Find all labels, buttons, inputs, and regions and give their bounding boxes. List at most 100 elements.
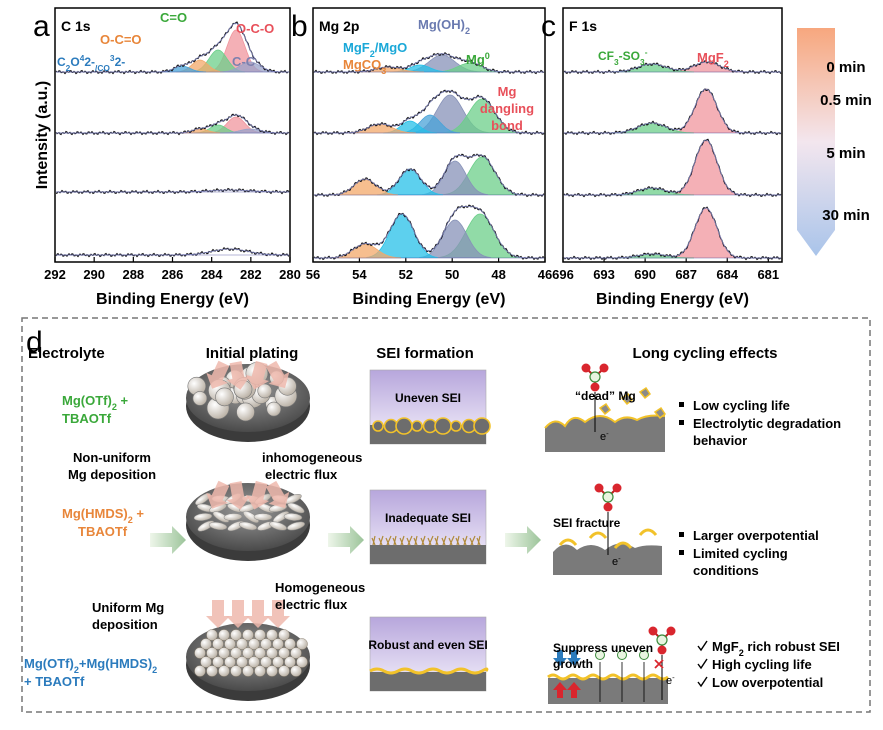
peak-label: Mg(OH)2 xyxy=(418,17,470,36)
peak-label: Mg xyxy=(498,84,517,99)
fit-component xyxy=(672,207,740,258)
column-header: SEI formation xyxy=(376,345,474,362)
deposit xyxy=(236,656,248,668)
x-tick-label: 693 xyxy=(593,267,615,282)
peak-label: C=O xyxy=(160,10,187,25)
panel-letter: b xyxy=(291,10,308,43)
sei-bump xyxy=(372,420,384,432)
deposit xyxy=(230,629,242,641)
text-part: MgF xyxy=(343,40,370,55)
deposit xyxy=(278,647,290,659)
flux-arrow xyxy=(206,600,230,628)
sei-layer xyxy=(544,414,666,429)
deposit xyxy=(236,638,248,650)
annotation: inhomogeneous xyxy=(262,450,362,465)
text-part: 3 xyxy=(110,53,115,63)
deposit xyxy=(254,647,266,659)
text-part: Mg(OH) xyxy=(418,17,465,32)
text-part: CF xyxy=(598,49,614,63)
text-part: - xyxy=(618,554,621,563)
flux-arrow xyxy=(265,480,290,509)
effect-text: Low cycling life xyxy=(693,398,790,413)
deposit xyxy=(208,522,228,530)
text-part: O xyxy=(70,55,79,69)
text-part: 3 xyxy=(640,57,645,67)
molecule-atom xyxy=(590,382,600,392)
flux-arrow xyxy=(266,600,290,628)
molecule-atom xyxy=(581,363,591,373)
flux-arrow xyxy=(206,480,230,509)
x-tick-label: 290 xyxy=(83,267,105,282)
fit-component xyxy=(672,88,740,133)
flux-arrow xyxy=(245,480,270,510)
electron-label: e- xyxy=(600,429,609,444)
deposit xyxy=(248,638,260,650)
x-tick-label: 48 xyxy=(491,267,505,282)
sei-label: Uneven SEI xyxy=(395,391,461,405)
annotation: “dead” Mg xyxy=(575,389,636,403)
deposit xyxy=(272,638,284,650)
flux-arrow xyxy=(206,360,230,389)
effect-text: Low overpotential xyxy=(712,675,823,690)
sei-fragment xyxy=(588,531,608,539)
x-tick-label: 696 xyxy=(552,267,574,282)
deposit xyxy=(218,647,230,659)
substrate xyxy=(548,678,668,704)
fit-component xyxy=(672,139,740,195)
peak-label: bond xyxy=(491,118,523,133)
text-part: Mg(HMDS) xyxy=(62,506,128,521)
molecule-atom xyxy=(666,626,676,636)
peak-label: Mg0 xyxy=(466,51,490,67)
pressure-arrow xyxy=(553,650,567,666)
x-tick-label: 46 xyxy=(538,267,552,282)
sei-grass xyxy=(399,535,405,546)
dead-mg xyxy=(638,386,652,400)
time-arrow xyxy=(797,28,835,256)
effect-text: Larger overpotential xyxy=(693,528,819,543)
flow-arrow xyxy=(328,526,364,554)
flux-arrow xyxy=(226,600,250,628)
sei-label: Robust and even SEI xyxy=(368,638,487,652)
panel-letter: d xyxy=(26,326,43,359)
sei-grass xyxy=(413,535,418,546)
annotation: Mg deposition xyxy=(68,467,156,482)
text-part: MgF xyxy=(712,639,739,654)
panel-letter: a xyxy=(33,10,50,43)
fit-component xyxy=(421,160,489,195)
x-tick-label: 292 xyxy=(44,267,66,282)
molecule-atom xyxy=(594,483,604,493)
text-part: 2 xyxy=(152,665,157,675)
deposit xyxy=(215,387,234,407)
deposit xyxy=(266,665,278,677)
peak-label: MgCO3 xyxy=(343,57,386,76)
panel-frame xyxy=(21,317,871,713)
x-tick-label: 56 xyxy=(306,267,320,282)
text-part: 2 xyxy=(74,665,79,675)
text-part: Mg(OTf) xyxy=(62,393,112,408)
x-tick-label: 50 xyxy=(445,267,459,282)
panel-title: C 1s xyxy=(61,18,91,34)
text-part: /MgO xyxy=(375,40,408,55)
sei-grass xyxy=(406,535,413,546)
molecule-atom xyxy=(657,645,667,655)
deposit xyxy=(296,656,308,668)
deposit xyxy=(206,647,218,659)
peak-label: C-C xyxy=(232,54,256,69)
envelope xyxy=(564,207,781,259)
spectrum xyxy=(563,88,782,136)
molecule-center xyxy=(602,491,614,503)
text-part: MgF xyxy=(697,50,724,65)
spectrum xyxy=(563,138,782,198)
deposit xyxy=(272,656,284,668)
column-header: Long cycling effects xyxy=(632,345,777,362)
x-tick-label: 288 xyxy=(122,267,144,282)
sei-bump xyxy=(395,417,413,435)
annotation: Suppress uneven xyxy=(553,641,653,655)
deposit xyxy=(212,638,224,650)
column-header: Initial plating xyxy=(206,345,299,362)
annotation: SEI fracture xyxy=(553,516,621,530)
text-part: 2 xyxy=(724,59,729,69)
pressure-arrow xyxy=(567,650,581,666)
sei-grass xyxy=(392,535,397,546)
